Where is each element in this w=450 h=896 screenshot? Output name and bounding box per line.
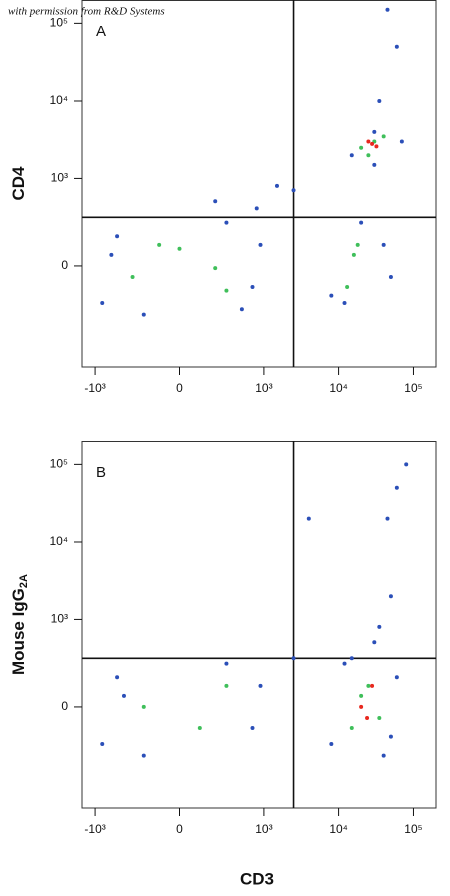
event-dot	[377, 98, 382, 103]
event-dot	[329, 741, 334, 746]
event-dot	[381, 134, 386, 139]
y-tick-label: 10³	[51, 171, 68, 185]
event-dot	[394, 44, 399, 49]
event-dot	[366, 683, 371, 688]
x-tick-label: 0	[176, 822, 183, 836]
event-dot	[394, 485, 399, 490]
event-dot	[109, 252, 114, 257]
plot-frame	[81, 441, 437, 809]
y-tick-label: 0	[61, 699, 68, 713]
event-dot	[388, 734, 393, 739]
event-dot	[345, 285, 350, 290]
event-dot	[274, 183, 279, 188]
y-tick-label: 0	[61, 258, 68, 272]
event-dot	[365, 715, 370, 720]
event-dot	[388, 274, 393, 279]
x-tick-label: -10³	[84, 381, 105, 395]
event-dot	[370, 141, 375, 146]
event-dot	[342, 661, 347, 666]
y-axis-label: CD4	[9, 166, 28, 201]
x-tick-label: 10⁴	[329, 822, 348, 836]
event-dot	[372, 640, 377, 645]
y-axis-label-sub: 2A	[18, 574, 30, 588]
event-dot	[342, 300, 347, 305]
x-tick-label: 10⁵	[404, 381, 422, 395]
event-dot	[115, 234, 120, 239]
event-dot	[355, 242, 360, 247]
event-dot	[385, 516, 390, 521]
event-dot	[213, 266, 218, 271]
credit: with permission from R&D Systems	[8, 6, 165, 18]
event-dot	[359, 220, 364, 225]
y-tick-label: 10⁴	[49, 93, 68, 107]
event-dot	[381, 242, 386, 247]
event-dot	[197, 726, 202, 731]
event-dot	[372, 162, 377, 167]
y-tick-label: 10⁵	[50, 16, 68, 30]
x-axis-label: CD3	[240, 869, 274, 888]
event-dot	[385, 7, 390, 12]
event-dot	[250, 285, 255, 290]
event-dot	[100, 741, 105, 746]
x-tick-label: 10³	[255, 381, 272, 395]
event-dot	[177, 246, 182, 251]
event-dot	[388, 594, 393, 599]
event-dot	[258, 683, 263, 688]
event-dot	[377, 715, 382, 720]
x-tick-label: 0	[176, 381, 183, 395]
event-dot	[349, 656, 354, 661]
panel-label: B	[96, 464, 106, 481]
event-dot	[374, 144, 379, 149]
plot-frame	[81, 0, 437, 368]
event-dot	[329, 293, 334, 298]
event-dot	[306, 516, 311, 521]
event-dot	[377, 624, 382, 629]
x-tick-label: 10⁴	[329, 381, 348, 395]
event-dot	[359, 704, 364, 709]
event-dot	[372, 129, 377, 134]
event-dot	[224, 683, 229, 688]
event-dot	[404, 462, 409, 467]
event-dot	[224, 661, 229, 666]
y-tick-label: 10⁴	[49, 534, 68, 548]
event-dot	[381, 753, 386, 758]
event-dot	[141, 312, 146, 317]
event-dot	[394, 675, 399, 680]
event-dot	[121, 693, 126, 698]
event-dot	[115, 675, 120, 680]
event-dot	[399, 139, 404, 144]
event-dot	[239, 307, 244, 312]
event-dot	[141, 753, 146, 758]
y-axis-label: Mouse IgG2A	[9, 574, 29, 675]
event-dot	[224, 288, 229, 293]
x-tick-label: -10³	[84, 822, 105, 836]
y-axis-label-main: CD4	[9, 166, 28, 201]
y-tick-label: 10³	[51, 612, 68, 626]
event-dot	[359, 145, 364, 150]
event-dot	[366, 153, 371, 158]
event-dot	[100, 300, 105, 305]
y-axis-label-main: Mouse IgG	[9, 588, 28, 675]
event-dot	[349, 726, 354, 731]
y-tick-label: 10⁵	[50, 457, 68, 471]
event-dot	[291, 188, 296, 193]
event-dot	[213, 199, 218, 204]
event-dot	[130, 274, 135, 279]
x-tick-label: 10⁵	[404, 822, 422, 836]
event-dot	[366, 139, 371, 144]
event-dot	[157, 242, 162, 247]
event-dot	[370, 683, 375, 688]
event-dot	[224, 220, 229, 225]
event-dot	[250, 726, 255, 731]
event-dot	[254, 206, 259, 211]
event-dot	[349, 153, 354, 158]
event-dot	[351, 252, 356, 257]
event-dot	[291, 656, 296, 661]
event-dot	[141, 704, 146, 709]
event-dot	[359, 693, 364, 698]
event-dot	[258, 242, 263, 247]
x-tick-label: 10³	[255, 822, 272, 836]
panel-label: A	[96, 23, 106, 40]
